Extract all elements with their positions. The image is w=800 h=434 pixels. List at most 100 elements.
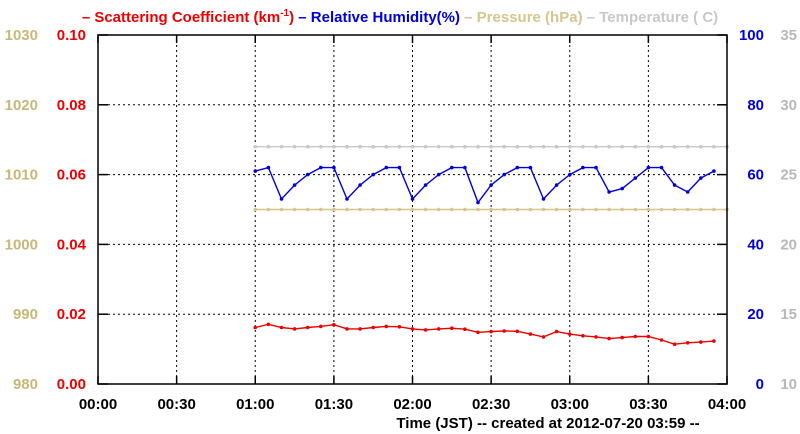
temp-data-point	[581, 144, 585, 149]
temp-data-point	[541, 144, 546, 149]
rh-data-point	[568, 172, 572, 177]
scat-data-point	[620, 335, 624, 340]
temp-data-point	[279, 144, 284, 149]
x-axis-label: Time (JST) -- created at 2012-07-20 03:5…	[396, 415, 699, 432]
temp-data-point	[489, 144, 493, 149]
scat-data-point	[463, 327, 467, 332]
rh-data-point	[305, 172, 310, 177]
humidity-tick-label: 40	[747, 236, 764, 253]
scat-data-point	[436, 327, 441, 331]
temp-data-point	[633, 144, 638, 149]
temp-data-point	[266, 144, 271, 149]
scat-data-point	[659, 338, 664, 342]
rh-data-point	[699, 176, 703, 180]
pres-data-point	[541, 207, 546, 212]
scat-data-point	[699, 340, 703, 344]
temp-data-point	[305, 144, 310, 149]
rh-data-point	[528, 165, 533, 170]
pres-data-point	[528, 207, 533, 212]
pres-data-point	[659, 207, 664, 212]
temp-data-point	[554, 144, 559, 149]
temp-data-point	[476, 144, 480, 149]
rh-data-point	[319, 165, 323, 170]
rh-data-point	[345, 197, 349, 201]
x-tick-label: 03:00	[551, 396, 589, 413]
legend-item-rh: – Relative Humidity(%)	[298, 9, 460, 26]
temp-data-point	[607, 144, 611, 149]
pres-data-point	[253, 207, 258, 212]
rh-data-point	[672, 183, 677, 187]
temp-data-point	[685, 144, 690, 149]
temp-data-point	[712, 144, 716, 149]
pres-data-point	[699, 207, 703, 212]
scat-data-point	[633, 334, 638, 339]
rh-data-point	[633, 176, 638, 180]
scattering-tick-label: 0.10	[57, 27, 86, 44]
humidity-tick-label: 60	[747, 167, 764, 184]
scat-data-point	[594, 335, 598, 339]
rh-data-point	[712, 169, 716, 173]
temp-data-point	[410, 144, 415, 149]
pres-data-point	[633, 207, 638, 212]
pres-data-point	[489, 207, 493, 212]
rh-data-point	[410, 197, 415, 201]
pres-data-point	[423, 207, 428, 212]
temperature-tick-label: 15	[780, 306, 797, 323]
scat-data-point	[319, 324, 323, 329]
temp-data-point	[423, 144, 428, 149]
temperature-tick-label: 30	[780, 97, 797, 114]
x-tick-label: 01:30	[315, 396, 353, 413]
pres-data-point	[332, 207, 336, 212]
pres-data-point	[685, 207, 690, 212]
scat-data-point	[384, 324, 389, 329]
rh-data-point	[436, 172, 441, 177]
pres-data-point	[554, 207, 559, 212]
temp-data-point	[436, 144, 441, 149]
pres-data-point	[450, 207, 454, 212]
legend-item-temp: – Temperature (	[587, 9, 698, 26]
rh-data-point	[266, 165, 271, 170]
scat-data-point	[502, 329, 507, 333]
scat-data-point	[476, 330, 480, 335]
scat-series-line	[255, 323, 714, 345]
humidity-tick-label: 0	[756, 376, 764, 393]
scat-data-point	[305, 325, 310, 330]
scat-data-point	[685, 341, 690, 345]
pres-data-point	[279, 207, 284, 212]
pres-data-point	[594, 207, 598, 212]
temp-data-point	[502, 144, 507, 149]
scat-data-point	[568, 332, 572, 336]
pres-data-point	[319, 207, 323, 212]
scat-data-point	[450, 326, 454, 331]
scat-data-point	[292, 327, 297, 331]
legend-item-pres: – Pressure (hPa)	[464, 9, 582, 26]
temp-data-point	[515, 144, 520, 149]
pres-data-point	[672, 207, 677, 212]
x-tick-label: 00:00	[79, 396, 117, 413]
pres-data-point	[568, 207, 572, 212]
rh-series-line	[255, 166, 715, 204]
scat-data-point	[332, 322, 336, 327]
scat-data-point	[397, 325, 402, 329]
pres-data-point	[345, 207, 349, 212]
temperature-tick-label: 35	[780, 27, 797, 44]
scattering-tick-label: 0.08	[57, 97, 86, 114]
scat-data-point	[358, 327, 362, 331]
pres-data-point	[581, 207, 585, 212]
temp-data-point	[620, 144, 624, 149]
rh-data-point	[476, 200, 480, 205]
legend-text: – Scattering Coefficient (km-1) – Relati…	[82, 8, 718, 26]
rh-data-point	[541, 197, 546, 201]
rh-data-point	[463, 165, 467, 170]
pres-data-point	[515, 207, 520, 212]
legend-suffix: )	[289, 9, 298, 26]
pres-data-point	[463, 207, 467, 212]
rh-data-point	[397, 165, 402, 170]
temp-data-point	[253, 144, 258, 149]
rh-data-point	[384, 165, 389, 170]
rh-data-point	[554, 183, 559, 187]
scat-data-point	[515, 329, 520, 334]
temp-data-point	[358, 144, 362, 149]
rh-data-point	[659, 165, 664, 170]
